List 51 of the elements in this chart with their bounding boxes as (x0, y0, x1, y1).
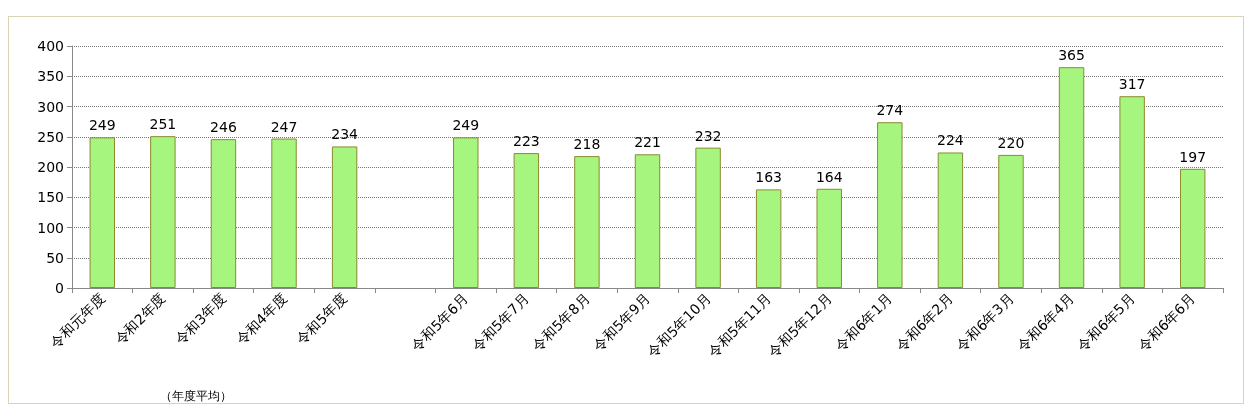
data-label: 274 (876, 102, 904, 119)
bar (1119, 96, 1145, 288)
y-tick-label: 350 (37, 68, 64, 85)
text: （年度平均） (160, 388, 232, 405)
bar (998, 154, 1024, 288)
data-label: 247 (270, 118, 298, 135)
bar (816, 188, 842, 288)
x-tick-label: 令和2年度 (111, 290, 169, 348)
bar (937, 152, 964, 288)
data-label: 246 (210, 119, 237, 136)
data-label: 197 (1179, 148, 1207, 165)
y-tick-label: 50 (46, 249, 64, 266)
x-tick-label: 令和5年8月 (529, 290, 593, 354)
bar (1179, 168, 1206, 288)
data-label: 234 (331, 126, 359, 143)
data-label: 365 (1058, 47, 1085, 64)
data-label: 220 (997, 134, 1025, 151)
bar (150, 136, 176, 288)
bar (271, 138, 297, 288)
bar (89, 137, 116, 288)
x-tick-label: 令和3年度 (171, 290, 230, 348)
bar (755, 189, 782, 288)
bar (210, 139, 237, 288)
bar (634, 154, 661, 288)
data-label: 218 (573, 136, 601, 153)
data-label: 224 (937, 132, 964, 149)
bar (513, 153, 540, 288)
bar (574, 156, 600, 288)
y-tick-label: 150 (37, 189, 64, 206)
data-label: 221 (634, 134, 661, 151)
data-label: 232 (694, 127, 722, 144)
bar (695, 147, 721, 288)
bar (453, 137, 479, 288)
y-tick-label: 250 (37, 128, 64, 145)
data-label: 317 (1118, 76, 1146, 93)
data-label: 164 (815, 168, 843, 185)
y-tick-label: 100 (37, 219, 64, 236)
data-label: 249 (88, 117, 116, 134)
data-label: 223 (512, 133, 540, 150)
data-label: 251 (149, 116, 177, 133)
x-tick-label: 令和5年度 (293, 290, 351, 348)
y-tick-label: 300 (37, 98, 64, 115)
data-label: 249 (452, 117, 480, 134)
bar (877, 122, 903, 288)
y-tick-label: 200 (37, 159, 64, 175)
data-label: 163 (755, 169, 783, 186)
bar (331, 146, 358, 288)
x-tick-label: 令和4年度 (232, 290, 290, 348)
bar (1058, 67, 1085, 288)
y-tick-label: 0 (55, 280, 64, 296)
y-tick-label: 400 (37, 38, 64, 54)
